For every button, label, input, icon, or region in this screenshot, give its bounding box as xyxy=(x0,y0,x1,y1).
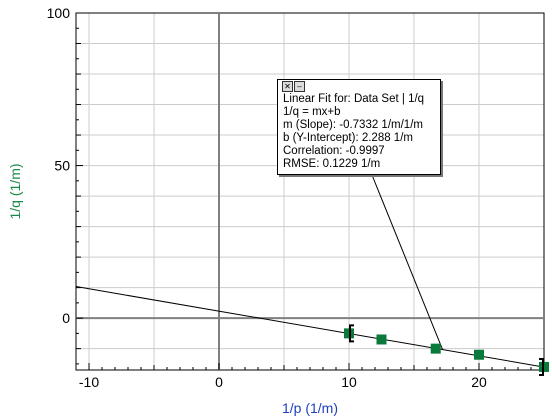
data-points xyxy=(344,324,549,376)
plot-frame xyxy=(75,12,545,371)
close-icon[interactable]: ✕ xyxy=(282,81,293,92)
fit-slope: m (Slope): -0.7332 1/m/1/m xyxy=(283,119,423,131)
y-tick-label: 0 xyxy=(62,310,70,326)
fit-title: Linear Fit for: Data Set | 1/q xyxy=(283,93,425,105)
y-tick-label: 100 xyxy=(47,5,71,21)
range-bracket-left xyxy=(349,324,354,343)
data-point xyxy=(376,334,387,345)
x-tick-label: 10 xyxy=(341,374,357,390)
annotation-titlebar[interactable]: ✕ – xyxy=(278,80,440,93)
minimize-icon[interactable]: – xyxy=(294,81,305,92)
data-point xyxy=(430,343,441,354)
fit-intercept: b (Y-Intercept): 2.288 1/m xyxy=(283,132,413,144)
axes xyxy=(75,12,545,371)
fit-line xyxy=(75,286,545,368)
x-axis-title: 1/p (1/m) xyxy=(282,400,338,416)
fit-layer xyxy=(75,174,545,368)
fit-rmse: RMSE: 0.1229 1/m xyxy=(283,158,381,170)
linear-fit-annotation[interactable]: ✕ – Linear Fit for: Data Set | 1/q 1/q =… xyxy=(277,79,441,175)
x-tick-label: 0 xyxy=(215,374,223,390)
x-tick-label: -10 xyxy=(79,374,99,390)
fit-correlation: Correlation: -0.9997 xyxy=(283,145,385,157)
annotation-pointer xyxy=(371,174,444,350)
fit-equation: 1/q = mx+b xyxy=(283,106,341,118)
y-tick-label: 50 xyxy=(54,158,70,174)
grid xyxy=(76,12,545,370)
x-tick-label: 20 xyxy=(471,374,487,390)
tick-labels: -10 0 10 20 0 50 100 xyxy=(47,5,487,390)
y-axis-title: 1/q (1/m) xyxy=(7,163,23,219)
range-bracket-right xyxy=(539,357,544,376)
data-point xyxy=(474,349,484,360)
